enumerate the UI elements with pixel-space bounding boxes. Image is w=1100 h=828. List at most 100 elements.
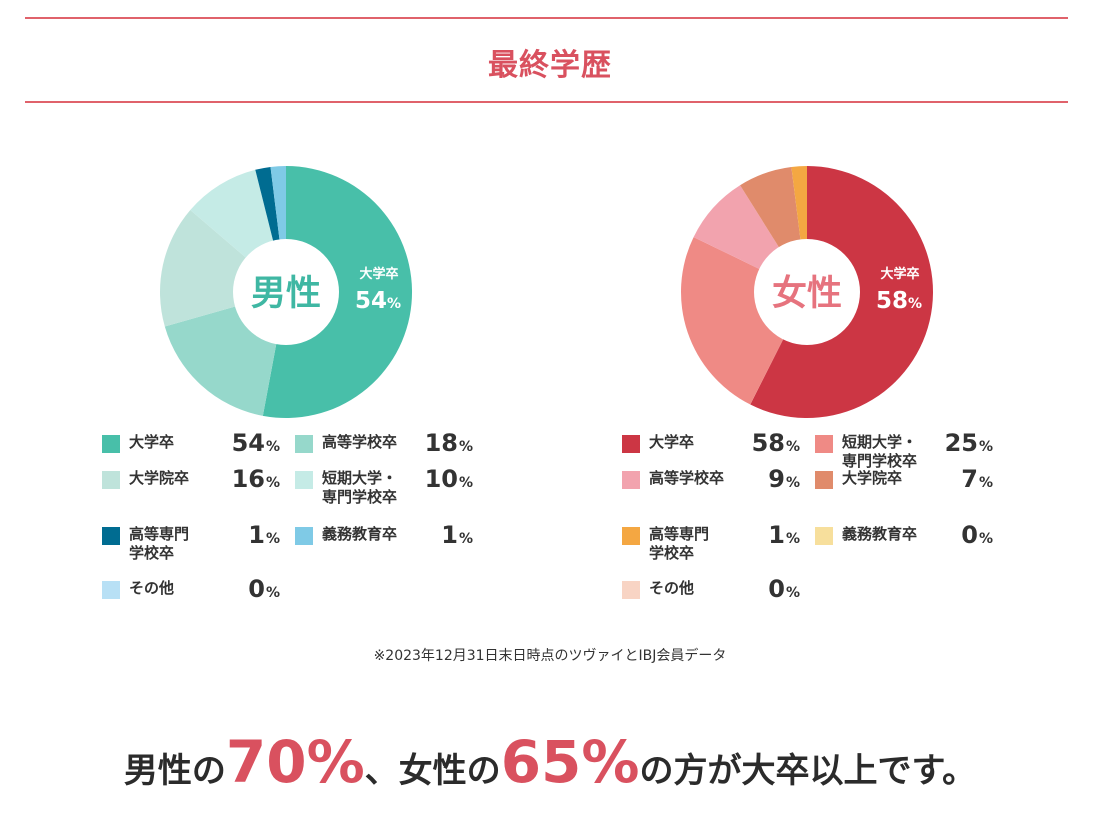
- legend-item: 短期大学・ 専門学校卒 10%: [295, 465, 473, 509]
- legend-value: 0%: [768, 575, 800, 603]
- legend-value: 9%: [768, 465, 800, 493]
- pie-slice-label-name: 大学卒: [359, 266, 398, 282]
- legend-label: その他: [129, 579, 175, 597]
- legend-value-unit: %: [785, 475, 800, 491]
- legend-value-number: 25: [944, 429, 978, 457]
- legend-value-unit: %: [978, 439, 993, 455]
- legend-value-unit: %: [785, 531, 800, 547]
- legend-item: 義務教育卒 0%: [815, 521, 993, 565]
- legend-item: その他 0%: [102, 575, 280, 619]
- legend-value-number: 16: [231, 465, 265, 493]
- summary-text-female: 、女性の: [364, 751, 501, 791]
- legend-label: 大学卒: [129, 433, 175, 451]
- legend-swatch: [295, 471, 313, 489]
- legend-value: 7%: [961, 465, 993, 493]
- legend-value-unit: %: [265, 531, 280, 547]
- legend-value-unit: %: [458, 531, 473, 547]
- legend-label: 大学院卒: [129, 469, 190, 487]
- legend-swatch: [815, 435, 833, 453]
- legend-swatch: [295, 435, 313, 453]
- pie-slice-label-value: 54%: [355, 288, 401, 314]
- legend-swatch: [622, 527, 640, 545]
- legend-value: 18%: [425, 429, 473, 457]
- legend-value-unit: %: [265, 439, 280, 455]
- legend-value-number: 1: [768, 521, 785, 549]
- legend-value-number: 0: [768, 575, 785, 603]
- legend-label: その他: [649, 579, 695, 597]
- legend-value-number: 58: [751, 429, 785, 457]
- legend-swatch: [622, 471, 640, 489]
- legend-swatch: [102, 435, 120, 453]
- legend-value-number: 10: [424, 465, 458, 493]
- section-title: 最終学歴: [488, 48, 612, 83]
- legend-label: 高等学校卒: [322, 433, 398, 451]
- legend-value: 16%: [232, 465, 280, 493]
- legend-item: 大学院卒 16%: [102, 465, 280, 509]
- legend-value: 1%: [768, 521, 800, 549]
- summary-statement: 男性の70%、女性の65%の方が大卒以上です。: [0, 728, 1100, 796]
- legend-item: 短期大学・ 専門学校卒 25%: [815, 429, 993, 473]
- pie-center-label: 女性: [772, 273, 842, 314]
- legend-value-unit: %: [978, 531, 993, 547]
- legend-value: 10%: [425, 465, 473, 493]
- legend-value-number: 1: [248, 521, 265, 549]
- legend-value: 25%: [945, 429, 993, 457]
- legend-item: 高等専門 学校卒 1%: [622, 521, 800, 565]
- legend-value-number: 9: [768, 465, 785, 493]
- legend-label: 高等学校卒: [649, 469, 725, 487]
- legend-value: 1%: [248, 521, 280, 549]
- legend-item: 大学卒 54%: [102, 429, 280, 473]
- pie-slice-label-value: 58%: [876, 288, 922, 314]
- legend-label: 短期大学・ 専門学校卒: [322, 469, 398, 506]
- legend-value-unit: %: [785, 585, 800, 601]
- pie-center-hole: [233, 239, 339, 345]
- legend-swatch: [102, 581, 120, 599]
- legend-value-unit: %: [785, 439, 800, 455]
- legend-value-unit: %: [265, 585, 280, 601]
- legend-value-number: 0: [961, 521, 978, 549]
- summary-text-tail: の方が大卒以上です。: [639, 751, 977, 791]
- legend-label: 義務教育卒: [322, 525, 398, 543]
- legend-item: その他 0%: [622, 575, 800, 619]
- legend-item: 大学卒 58%: [622, 429, 800, 473]
- legend-swatch: [622, 581, 640, 599]
- legend-swatch: [815, 527, 833, 545]
- legend-swatch: [295, 527, 313, 545]
- legend-value: 0%: [961, 521, 993, 549]
- legend-value: 54%: [232, 429, 280, 457]
- legend-item: 高等学校卒 9%: [622, 465, 800, 509]
- male-pie-chart: 男性 大学卒 54%: [159, 166, 413, 418]
- legend-swatch: [102, 471, 120, 489]
- title-bottom-rule: [25, 101, 1068, 103]
- pie-center-hole: [754, 239, 860, 345]
- legend-label: 義務教育卒: [842, 525, 918, 543]
- summary-text-male: 男性の: [123, 751, 226, 791]
- legend-value-number: 0: [248, 575, 265, 603]
- legend-label: 短期大学・ 専門学校卒: [842, 433, 918, 470]
- legend-item: 高等専門 学校卒 1%: [102, 521, 280, 565]
- legend-value-number: 7: [961, 465, 978, 493]
- legend-value: 1%: [441, 521, 473, 549]
- summary-value-male: 70%: [225, 728, 365, 796]
- legend-value-number: 1: [441, 521, 458, 549]
- legend-value-unit: %: [458, 475, 473, 491]
- data-source-note: ※2023年12月31日末日時点のツヴァイとIBJ会員データ: [373, 648, 727, 664]
- title-top-rule: [25, 17, 1068, 19]
- legend-value-unit: %: [978, 475, 993, 491]
- legend-value-unit: %: [458, 439, 473, 455]
- legend-value: 0%: [248, 575, 280, 603]
- pie-center-label: 男性: [251, 274, 321, 314]
- legend-value-number: 18: [424, 429, 458, 457]
- legend-swatch: [102, 527, 120, 545]
- legend-value-number: 54: [231, 429, 265, 457]
- pie-slice-label-name: 大学卒: [880, 266, 919, 282]
- female-pie-chart: 女性 大学卒 58%: [681, 166, 934, 418]
- legend-label: 大学卒: [649, 433, 695, 451]
- legend-value: 58%: [752, 429, 800, 457]
- summary-value-female: 65%: [500, 728, 640, 796]
- legend-item: 高等学校卒 18%: [295, 429, 473, 473]
- legend-item: 大学院卒 7%: [815, 465, 993, 509]
- legend-label: 高等専門 学校卒: [129, 525, 190, 562]
- legend-swatch: [622, 435, 640, 453]
- legend-item: 義務教育卒 1%: [295, 521, 473, 565]
